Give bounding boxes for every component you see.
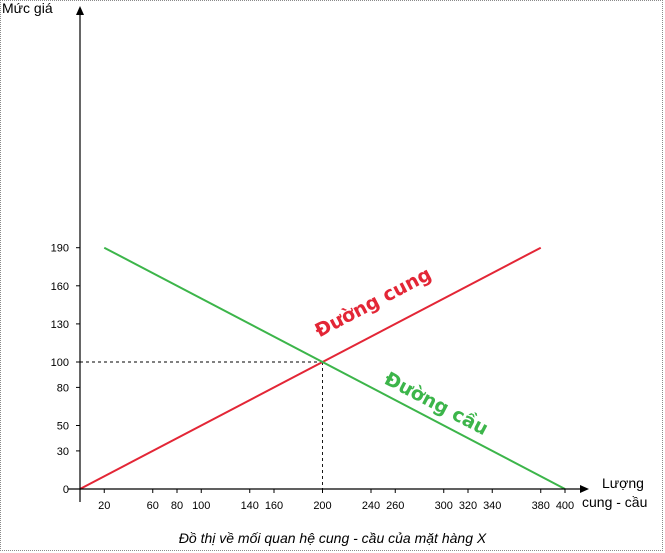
y-tick-label: 80 xyxy=(57,382,69,394)
x-axis-title-line2: cung - cầu xyxy=(582,494,647,510)
demand-line xyxy=(103,246,566,490)
demand-curve-label: Đường cầu xyxy=(381,367,493,440)
y-axis-title: Mức giá xyxy=(2,0,53,16)
tick-labels: 0 30 50 80 100 130 160 190 20 60 80 100 140 160 200 240… xyxy=(51,243,575,512)
chart-caption: Đồ thị về mối quan hệ cung - cầu của mặt… xyxy=(178,530,487,546)
x-tick-label: 160 xyxy=(265,500,283,512)
series-lines xyxy=(79,246,566,490)
x-axis-arrow xyxy=(580,485,589,493)
y-tick-label: 160 xyxy=(51,281,69,293)
x-tick-label: 100 xyxy=(192,500,210,512)
x-tick-label: 140 xyxy=(241,500,259,512)
x-tick-label: 240 xyxy=(362,500,380,512)
y-axis-arrow xyxy=(76,6,84,15)
supply-curve-label: Đường cung xyxy=(311,263,435,342)
x-tick-label: 400 xyxy=(556,500,574,512)
x-tick-label: 320 xyxy=(459,500,477,512)
x-tick-label: 300 xyxy=(435,500,453,512)
x-tick-label: 20 xyxy=(98,500,110,512)
x-tick-label: 340 xyxy=(483,500,501,512)
y-tick-label: 190 xyxy=(51,243,69,255)
y-tick-label: 50 xyxy=(57,421,69,433)
y-tick-label: 0 xyxy=(63,484,69,496)
y-tick-label: 30 xyxy=(57,446,69,458)
equilibrium-guides xyxy=(80,361,323,489)
x-tick-label: 200 xyxy=(313,500,331,512)
y-tick-label: 130 xyxy=(51,319,69,331)
y-tick-label: 100 xyxy=(51,357,69,369)
series-labels: Đường cung Đường cầu xyxy=(311,263,492,440)
axes xyxy=(68,6,589,502)
x-tick-label: 380 xyxy=(532,500,550,512)
x-tick-label: 60 xyxy=(147,500,159,512)
x-tick-label: 260 xyxy=(386,500,404,512)
x-axis-title-line1: Lượng xyxy=(602,475,644,491)
supply-line xyxy=(79,246,542,490)
x-tick-label: 80 xyxy=(171,500,183,512)
